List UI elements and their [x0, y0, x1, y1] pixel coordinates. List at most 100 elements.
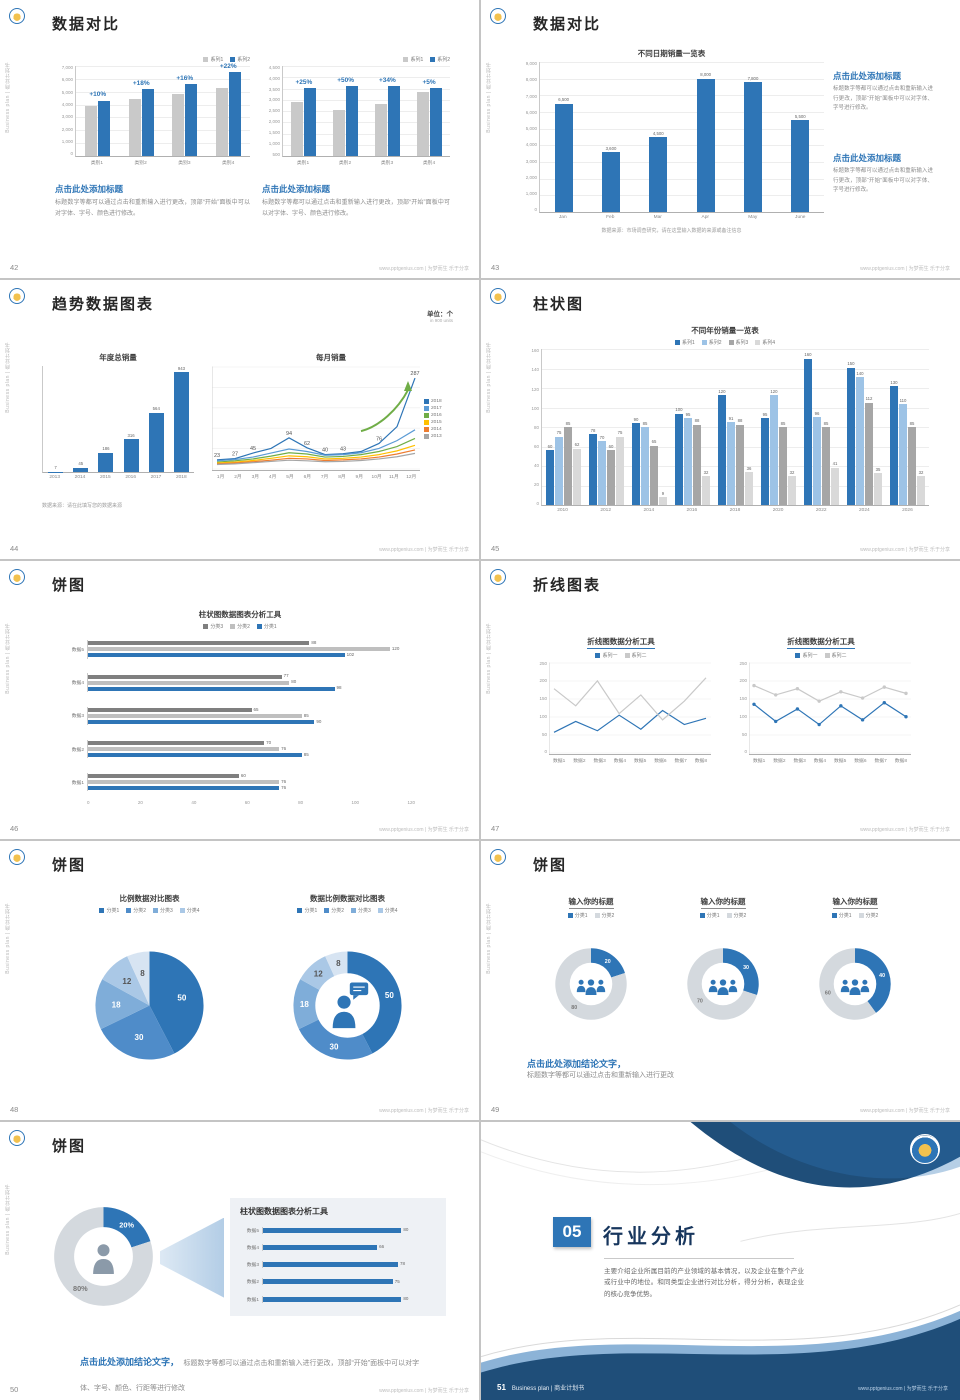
chart-circle: [904, 714, 908, 719]
donut-chart: 数据比例数据对比图表 分类1 分类2 分类3 分类4 50 30 18 12 8: [250, 893, 445, 1093]
gridline: [283, 144, 450, 146]
pie-area: 20 80: [527, 922, 655, 1046]
chart-title: 输入你的标题: [700, 896, 746, 910]
bar-wrap: 7,800: [743, 62, 762, 212]
divider-swoosh-background: [481, 1121, 960, 1400]
bar-group: 943: [169, 366, 194, 473]
bar-value-label: 110: [899, 398, 907, 404]
legend-swatch: [831, 913, 837, 919]
bars-area: 7 45 186 316 564 943: [42, 366, 194, 474]
chart-polyline: [753, 701, 907, 726]
legend-label: 分类2: [601, 913, 615, 920]
x-axis-tick: 2018: [729, 508, 741, 514]
slice-value-label: 8: [336, 959, 341, 968]
bar-value-label: 90: [633, 416, 639, 422]
slice-value-label: 18: [112, 1000, 121, 1009]
line-area: [748, 662, 911, 755]
person-icon: [849, 987, 861, 996]
x-axis-tick: 类别1: [296, 161, 310, 166]
bar-group: 120 91 88 36: [714, 349, 757, 506]
bar: [88, 786, 280, 791]
bar-wrap: 70: [598, 349, 606, 506]
bar-line: 80: [263, 1227, 436, 1233]
caption-body: 标题数字等都可以通过点击和重新输入进行更改，顶部“开始”面板中可以对字体、字号、…: [55, 200, 250, 217]
x-axis-tick: 数据1: [552, 758, 566, 764]
y-axis-tick: 1,000: [525, 191, 537, 197]
bar: [616, 436, 624, 506]
y-axis-tick: 50: [741, 731, 747, 737]
legend-item: 2016: [424, 412, 450, 418]
y-axis-tick: 40: [533, 462, 539, 468]
bar-wrap: 564: [148, 366, 164, 473]
chart-text: 76: [376, 437, 382, 443]
bar-group: 7,800: [729, 62, 776, 212]
y-axis-tick: 1,500: [268, 129, 280, 135]
data-source-note: 数据来源：请在此填写您的数据来源: [42, 503, 123, 510]
bar-group: +10%: [76, 66, 120, 156]
legend-swatch: [424, 426, 429, 432]
bar-wrap: 160: [804, 349, 812, 506]
bar-value-label: 9: [661, 490, 665, 496]
gridline: [76, 78, 250, 80]
sidebar-vertical-text: Business plan | 商业计划书: [5, 1183, 11, 1255]
website-watermark: www.pptgenius.com | 为梦而生 乐于分享: [379, 1107, 469, 1114]
bar: [813, 417, 821, 506]
plot-area: 250 200 150 100 50 0: [531, 661, 711, 755]
person-icon: [578, 979, 584, 985]
bar-wrap: 85: [641, 349, 649, 506]
bar-value-label: 91: [728, 415, 734, 421]
person-icon: [708, 986, 718, 993]
bar-value-label: 186: [102, 446, 110, 452]
legend-label: 2017: [431, 405, 442, 411]
bar-wrap: [172, 66, 185, 156]
y-axis-tick: 4,500: [268, 65, 280, 70]
legend-swatch: [755, 340, 761, 346]
brand-logo-icon: [9, 288, 25, 305]
slice-value-label: 30: [135, 1033, 144, 1042]
chart-text: 94: [286, 431, 292, 437]
conclusion-heading: 点击此处添加结论文字，: [80, 1356, 180, 1367]
bar: [601, 152, 620, 212]
legend-item: 2014: [424, 426, 450, 432]
bar-line: 80: [88, 680, 415, 685]
legend-swatch: [424, 405, 429, 411]
gridline: [540, 112, 824, 113]
bar-line: 75: [263, 1279, 436, 1285]
y-axis-tick: 2,000: [268, 119, 280, 125]
x-axis-tick: 60: [244, 799, 250, 805]
bar: [589, 433, 597, 506]
legend-item: 2013: [424, 433, 450, 439]
bar-line: 90: [88, 719, 415, 725]
legend-swatch: [595, 652, 601, 658]
legend-item: 分类2: [324, 907, 344, 914]
growth-arrow: [360, 389, 409, 433]
bar-group: 60 75 85 62: [542, 349, 585, 506]
bar: [416, 92, 429, 156]
bar: [128, 99, 141, 156]
bar-wrap: [228, 66, 241, 156]
bar-value-label: 77: [283, 673, 289, 679]
bar-row: 数据3 78: [240, 1256, 436, 1273]
yearly-grouped-bar-chart: 不同年份销量一览表 系列1 系列2 系列3 系列4 160 140 120 100 80 60 40 2…: [521, 325, 929, 513]
x-axis-tick: 2024: [858, 508, 870, 514]
gridline: [540, 145, 824, 147]
chart-polyline: [553, 677, 707, 721]
legend-swatch: [424, 412, 429, 418]
x-axis-tick: 数据4: [613, 758, 626, 764]
bar: [263, 1279, 393, 1285]
chart-circle: [795, 686, 800, 691]
bar: [684, 418, 692, 506]
chart-text: 27: [232, 452, 238, 458]
bar-group: +25%: [283, 66, 325, 156]
bar-wrap: 120: [770, 349, 778, 506]
line-chart-canvas: 23 27 45 94 62 40 43 76 287: [211, 366, 420, 472]
legend-item: 系列二: [824, 652, 847, 659]
legend-swatch: [726, 913, 732, 919]
bar: [387, 86, 400, 156]
legend-label: 分类3: [160, 908, 173, 915]
y-axis-tick: 7,000: [525, 93, 537, 99]
bar-row: 数据2 70 76 85: [65, 732, 415, 765]
chart-path: [149, 951, 204, 1054]
legend-label: 系列2: [237, 57, 250, 63]
bar: [632, 422, 640, 506]
